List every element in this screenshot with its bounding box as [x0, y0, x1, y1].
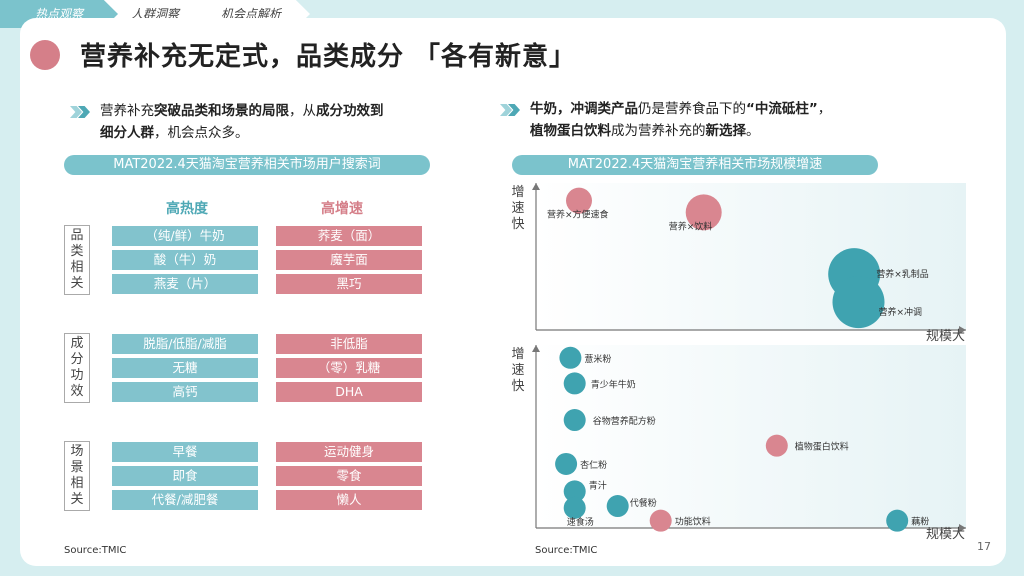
hot-term: 脱脂/低脂/减脂: [112, 334, 258, 354]
hot-term: 早餐: [112, 442, 258, 462]
fast-term: 懒人: [276, 490, 422, 510]
hot-term: 代餐/减肥餐: [112, 490, 258, 510]
column-fast: 高增速: [321, 201, 363, 217]
fast-term: DHA: [276, 382, 422, 402]
group-label-ingredient: 成分功效: [64, 333, 90, 403]
hot-term: 酸（牛）奶: [112, 250, 258, 270]
group-label-category: 品类相关: [64, 225, 90, 295]
hot-term: 即食: [112, 466, 258, 486]
hot-term: （纯/鲜）牛奶: [112, 226, 258, 246]
search-terms-header: MAT2022.4天猫淘宝营养相关市场用户搜索词: [64, 155, 430, 175]
title-dot-icon: [30, 40, 74, 70]
fast-term: （零）乳糖: [276, 358, 422, 378]
right-bullet-text: 牛奶，冲调类产品仍是营养食品下的“中流砥柱”， 植物蛋白饮料成为营养补充的新选择…: [530, 101, 832, 139]
left-source: Source:TMIC: [64, 545, 127, 556]
fast-term: 魔芋面: [276, 250, 422, 270]
hot-term: 无糖: [112, 358, 258, 378]
column-hot: 高热度: [166, 201, 208, 217]
group-label-scenario: 场景相关: [64, 441, 90, 511]
page-number: 17: [977, 540, 991, 553]
fast-term: 荞麦（面）: [276, 226, 422, 246]
fast-term: 运动健身: [276, 442, 422, 462]
chevron-right-icon: [500, 104, 522, 116]
left-bullet-text: 营养补充突破品类和场景的局限，从成分功效到 细分人群，机会点众多。: [100, 103, 384, 141]
fast-term: 非低脂: [276, 334, 422, 354]
hot-term: 高钙: [112, 382, 258, 402]
fast-term: 零食: [276, 466, 422, 486]
right-source: Source:TMIC: [535, 545, 598, 556]
page-title: 营养补充无定式，品类成分 「各有新意」: [80, 42, 577, 72]
market-scale-header: MAT2022.4天猫淘宝营养相关市场规模增速: [512, 155, 878, 175]
chevron-right-icon: [70, 106, 92, 118]
hot-term: 燕麦（片）: [112, 274, 258, 294]
fast-term: 黑巧: [276, 274, 422, 294]
